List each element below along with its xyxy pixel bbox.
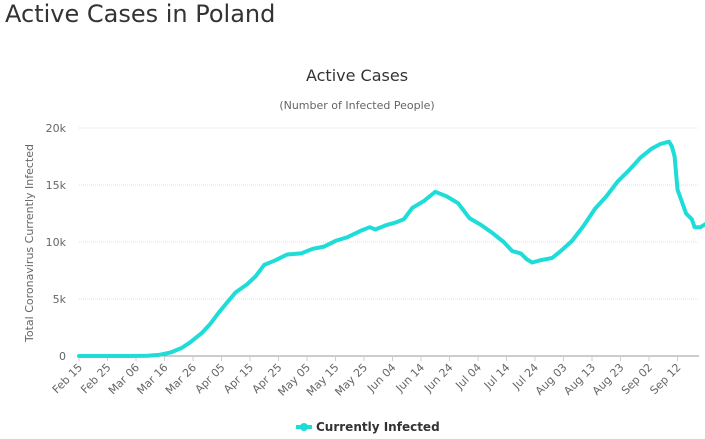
data-point[interactable] <box>77 354 81 358</box>
data-point[interactable] <box>690 217 694 221</box>
data-point[interactable] <box>684 212 688 215</box>
data-point[interactable] <box>393 221 397 225</box>
chart-title: Active Cases <box>306 66 408 85</box>
data-point[interactable] <box>639 156 642 160</box>
data-point[interactable] <box>217 311 221 315</box>
data-point[interactable] <box>368 225 372 229</box>
legend-label: Currently Infected <box>316 420 440 434</box>
data-point[interactable] <box>525 257 528 261</box>
data-point[interactable] <box>445 194 449 198</box>
x-tick-label: Jun 14 <box>393 361 427 395</box>
data-point[interactable] <box>479 223 483 227</box>
data-point[interactable] <box>698 225 702 229</box>
data-point[interactable] <box>519 251 523 255</box>
y-axis-title: Total Coronavirus Currently Infected <box>23 144 36 343</box>
data-point[interactable] <box>262 263 266 267</box>
x-tick-label: Mar 16 <box>134 361 170 397</box>
data-point[interactable] <box>502 240 506 244</box>
data-point[interactable] <box>200 331 204 335</box>
y-tick-label: 5k <box>53 293 67 306</box>
y-tick-label: 0 <box>59 350 66 363</box>
data-point[interactable] <box>208 322 212 326</box>
data-point[interactable] <box>128 354 132 358</box>
y-tick-label: 20k <box>46 122 67 135</box>
chart-subtitle: (Number of Infected People) <box>279 99 434 112</box>
page-heading: Active Cases in Poland <box>5 0 276 28</box>
grid-lines <box>79 127 699 357</box>
x-tick-label: May 25 <box>332 361 370 399</box>
data-point[interactable] <box>311 247 315 251</box>
data-point[interactable] <box>658 142 662 146</box>
data-point[interactable] <box>254 274 258 278</box>
x-tick-label: Mar 06 <box>106 361 142 397</box>
y-tick-label: 15k <box>46 179 67 192</box>
data-point[interactable] <box>670 144 674 148</box>
data-point[interactable] <box>402 217 406 221</box>
data-point[interactable] <box>673 155 677 158</box>
data-point[interactable] <box>245 282 249 286</box>
x-tick-label: Jun 04 <box>364 361 398 395</box>
data-point[interactable] <box>467 216 471 220</box>
data-point[interactable] <box>145 354 149 358</box>
data-point[interactable] <box>433 190 437 194</box>
data-point[interactable] <box>604 194 608 198</box>
data-point[interactable] <box>234 290 238 294</box>
x-tick-label: Feb 15 <box>50 361 85 396</box>
data-point[interactable] <box>490 231 494 235</box>
data-point[interactable] <box>322 245 326 249</box>
data-point[interactable] <box>345 235 349 239</box>
data-point[interactable] <box>616 180 620 184</box>
data-point[interactable] <box>593 207 597 211</box>
data-point[interactable] <box>559 249 563 253</box>
data-point[interactable] <box>180 346 184 350</box>
x-tick-label: Jul 04 <box>452 361 484 393</box>
x-tick-label: Jun 24 <box>421 361 455 395</box>
data-point[interactable] <box>422 199 426 203</box>
data-point[interactable] <box>510 249 514 253</box>
data-point[interactable] <box>334 239 337 243</box>
data-point[interactable] <box>410 206 414 210</box>
x-tick-label: Mar 26 <box>163 361 199 397</box>
x-tick-label: Sep 02 <box>619 361 655 397</box>
x-tick-label: Sep 12 <box>647 361 683 397</box>
x-tick-label: Apr 05 <box>193 361 228 396</box>
data-point[interactable] <box>188 340 192 344</box>
y-axis-ticks: 0 5k 10k 15k 20k <box>46 122 67 363</box>
series-line <box>77 139 705 358</box>
x-tick-label: Jul 14 <box>481 361 513 393</box>
data-point[interactable] <box>225 300 229 304</box>
data-point[interactable] <box>582 224 585 228</box>
data-point[interactable] <box>274 258 278 262</box>
x-tick-label: Aug 23 <box>590 361 627 398</box>
data-point[interactable] <box>157 353 161 357</box>
data-point[interactable] <box>168 351 172 355</box>
data-point[interactable] <box>385 223 389 227</box>
data-point[interactable] <box>570 239 574 243</box>
data-point[interactable] <box>539 258 543 262</box>
data-point[interactable] <box>530 261 534 264</box>
data-point[interactable] <box>456 201 460 205</box>
data-point[interactable] <box>693 225 697 229</box>
data-point[interactable] <box>299 251 303 255</box>
plot-area <box>77 139 705 358</box>
y-tick-label: 10k <box>46 236 67 249</box>
data-point[interactable] <box>627 168 631 172</box>
legend-swatch-icon <box>300 423 308 431</box>
data-point[interactable] <box>285 253 289 256</box>
data-point[interactable] <box>373 228 377 231</box>
data-point[interactable] <box>359 229 363 233</box>
data-point[interactable] <box>667 140 671 144</box>
data-point[interactable] <box>676 188 679 192</box>
data-point[interactable] <box>650 147 654 150</box>
x-tick-label: Apr 15 <box>221 361 256 396</box>
data-point[interactable] <box>550 256 554 260</box>
legend[interactable]: Currently Infected <box>296 420 440 434</box>
